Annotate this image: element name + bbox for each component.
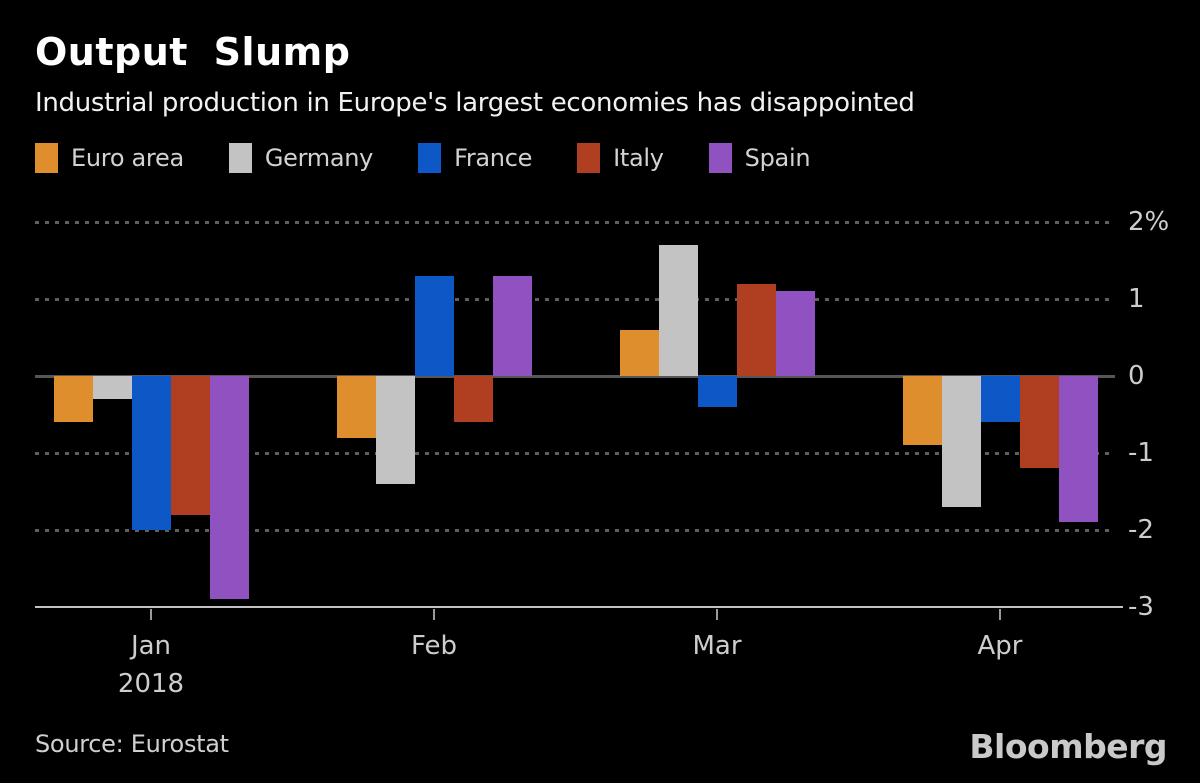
source-label: Source: Eurostat — [35, 730, 229, 758]
legend-item-france: France — [418, 143, 532, 173]
gridline-2 — [35, 221, 1115, 224]
gridline-1 — [35, 298, 1115, 301]
x-tick-apr — [999, 609, 1001, 620]
bar-spain-jan — [209, 376, 249, 600]
bar-italy-mar — [736, 283, 776, 376]
y-axis-label--3: -3 — [1128, 592, 1154, 622]
bar-france-mar — [697, 376, 737, 407]
legend: Euro area Germany France Italy Spain — [35, 143, 811, 173]
legend-color-swatch-italy — [577, 143, 601, 173]
legend-item-euro-area: Euro area — [35, 143, 184, 173]
y-axis-label-0: 0 — [1128, 361, 1145, 391]
gridline--2 — [35, 529, 1115, 532]
y-axis-label--1: -1 — [1128, 438, 1154, 468]
x-axis-label-mar: Mar — [692, 631, 742, 661]
bar-france-jan — [131, 376, 171, 530]
x-tick-mar — [716, 609, 718, 620]
bar-germany-feb — [375, 376, 415, 484]
gridline--1 — [35, 452, 1115, 455]
x-axis-line — [35, 606, 1123, 608]
plot-area — [35, 221, 1115, 607]
bar-germany-jan — [92, 376, 132, 400]
bar-euro-area-mar — [619, 329, 659, 376]
x-axis-label-jan: Jan — [130, 631, 172, 661]
legend-label-germany: Germany — [264, 144, 374, 172]
legend-item-spain: Spain — [708, 143, 811, 173]
bar-france-feb — [414, 275, 454, 376]
legend-color-swatch-spain — [708, 143, 732, 173]
x-axis-label-feb: Feb — [410, 631, 458, 661]
bar-italy-feb — [453, 376, 493, 423]
y-axis-label-1: 1 — [1128, 284, 1145, 314]
x-axis-label-apr: Apr — [977, 631, 1023, 661]
bar-euro-area-jan — [53, 376, 93, 423]
legend-label-france: France — [454, 144, 533, 172]
bar-euro-area-apr — [902, 376, 942, 446]
y-axis-label--2: -2 — [1128, 515, 1154, 545]
x-tick-jan — [150, 609, 152, 620]
bloomberg-logo: Bloomberg — [969, 727, 1167, 766]
bar-italy-jan — [170, 376, 210, 515]
bar-euro-area-feb — [336, 376, 376, 438]
legend-item-italy: Italy — [577, 143, 664, 173]
bar-france-apr — [980, 376, 1020, 423]
legend-color-swatch-france — [418, 143, 442, 173]
legend-label-euro-area: Euro area — [71, 144, 184, 172]
x-tick-feb — [433, 609, 435, 620]
y-axis-label-2: 2% — [1128, 207, 1170, 237]
zero-axis-line — [35, 375, 1115, 378]
bar-spain-apr — [1058, 376, 1098, 523]
legend-label-italy: Italy — [613, 144, 664, 172]
bar-spain-mar — [775, 291, 815, 376]
legend-item-germany: Germany — [228, 143, 374, 173]
bar-italy-apr — [1019, 376, 1059, 469]
legend-color-swatch-euro-area — [35, 143, 58, 173]
bar-germany-apr — [941, 376, 981, 507]
bar-spain-feb — [492, 275, 532, 376]
chart-subtitle: Industrial production in Europe's larges… — [35, 88, 915, 118]
legend-color-swatch-germany — [228, 143, 252, 173]
bar-germany-mar — [658, 245, 698, 376]
x-axis-year-label: 2018 — [117, 669, 185, 699]
legend-label-spain: Spain — [744, 144, 811, 172]
chart-title: Output Slump — [35, 30, 351, 74]
